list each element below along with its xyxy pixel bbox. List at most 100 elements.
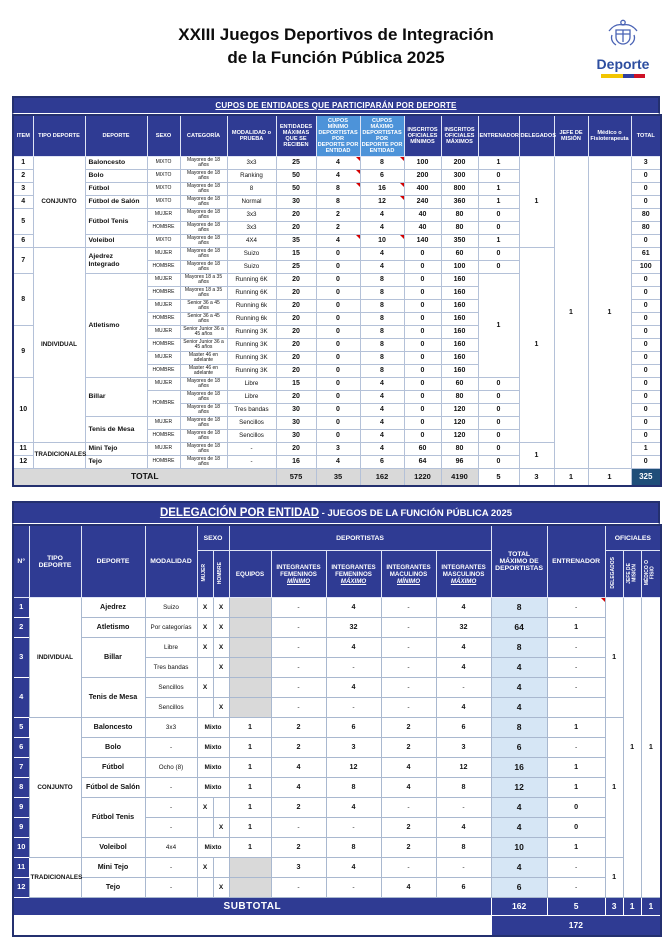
cell: 4 — [359, 442, 405, 456]
cell: - — [380, 677, 437, 698]
cell: 325 — [630, 468, 662, 487]
cell: 60 — [403, 442, 442, 456]
header-cell: MODALIDAD — [144, 524, 198, 598]
cell: X — [196, 617, 214, 638]
cell: Por categorías — [144, 617, 198, 638]
cell: 64 — [490, 617, 548, 638]
cell: 80 — [440, 442, 479, 456]
table-row: HOMBRE Senior 36 a 45 años Running 6k 20 0 8 0… — [13, 312, 662, 326]
cell: 1 — [228, 777, 272, 798]
cell: Sencillos — [144, 697, 198, 718]
cell: 15 — [275, 247, 317, 261]
cell: 4 — [315, 169, 361, 183]
cell — [228, 617, 272, 638]
cell: - — [435, 857, 492, 878]
header-row: ITEM TIPO DEPORTE DEPORTE SEXO CATEGORÍA MODA… — [12, 114, 662, 157]
cell: 1 — [518, 442, 555, 469]
cell: Mayores de 18 años — [179, 208, 228, 222]
cell: Billar — [80, 637, 146, 678]
table-row: HOMBRE Mayores de 18 años Libre 20 0 4 0 80 0 0 — [13, 390, 662, 417]
cell: X — [196, 677, 214, 698]
cell — [196, 657, 214, 678]
cell: 20 — [275, 208, 317, 222]
cell: 35 — [315, 468, 361, 487]
cell: 160 — [440, 299, 479, 313]
cell: Atletismo — [80, 617, 146, 638]
cell: MUJER — [146, 377, 181, 391]
cell: CONJUNTO — [28, 717, 82, 858]
cell: 10 — [490, 837, 548, 858]
cell: 4 — [359, 260, 405, 274]
cell: Sencillos — [144, 677, 198, 698]
colombia-flag-bar — [601, 74, 645, 78]
cell: - — [270, 637, 327, 658]
cell: 3 — [13, 637, 30, 678]
cell: 4 — [325, 797, 382, 818]
header-cell: MODALIDAD o PRUEBA — [226, 114, 277, 157]
cell: MIXTO — [146, 195, 181, 209]
cell: 4 — [359, 208, 405, 222]
cell: Running 3K — [226, 338, 277, 352]
cell: 5 — [12, 208, 34, 235]
cell: X — [196, 597, 214, 618]
cell: 0 — [315, 403, 361, 417]
cell: Running 3K — [226, 364, 277, 378]
cell: - — [226, 455, 277, 469]
cell: 0 — [477, 260, 520, 274]
page-title-line2: de la Función Pública 2025 — [227, 47, 445, 67]
cell: 8 — [359, 364, 405, 378]
cell: 1 — [228, 757, 272, 778]
cell: Mixto — [196, 717, 230, 738]
cell — [228, 597, 272, 618]
cell: 6 — [435, 877, 492, 898]
cell: 1 — [546, 777, 606, 798]
cell: 160 — [440, 351, 479, 365]
header-cell: SEXO — [196, 524, 230, 551]
cell: 20 — [275, 364, 317, 378]
cell: 8 — [359, 299, 405, 313]
table1-band-title: CUPOS DE ENTIDADES QUE PARTICIPARÁN POR … — [12, 96, 660, 114]
cell: Mixto — [196, 757, 230, 778]
cell: 16 — [359, 182, 405, 196]
cell: 30 — [275, 416, 317, 430]
cell: 8 — [315, 195, 361, 209]
cell: Mayores de 18 años — [179, 247, 228, 261]
cell: 1 — [553, 156, 589, 469]
cell: MUJER — [146, 325, 181, 339]
cell: CONJUNTO — [32, 156, 86, 248]
cell: MUJER — [146, 208, 181, 222]
cell: 12 — [12, 455, 34, 469]
header-cell: INSCRITOS OFICIALES MÁXIMOS — [440, 114, 479, 157]
page-title-line1: XXIII Juegos Deportivos de Integración — [178, 25, 494, 44]
cell: 0 — [403, 299, 442, 313]
table-row: HOMBRE Senior Junior 36 a 45 años Running … — [13, 338, 662, 352]
cell: 8 — [490, 717, 548, 738]
cell — [228, 637, 272, 658]
cell: 0 — [315, 299, 361, 313]
cell: 1 — [477, 195, 520, 209]
cell: HOMBRE — [146, 364, 181, 378]
cell: 4 — [325, 597, 382, 618]
cell: 4190 — [440, 468, 479, 487]
cell: 10 — [13, 837, 30, 858]
cell: - — [144, 777, 198, 798]
cell: X — [196, 857, 214, 878]
cell: 2 — [12, 169, 34, 183]
cell: 12 — [490, 777, 548, 798]
cell: 0 — [630, 429, 662, 443]
cell: 4 — [490, 817, 548, 838]
header-cell: ENTRENADOR — [477, 114, 520, 157]
table-row: 10 Voleibol 4x4 Mixto 1 2 8 2 8 10 1 — [13, 837, 661, 858]
cell: Mayores de 18 años — [179, 260, 228, 274]
header-cell: JEFE DE MISIÓN — [553, 114, 589, 157]
cell: Senior 36 a 45 años — [179, 299, 228, 313]
document-sheet: CUPOS DE ENTIDADES QUE PARTICIPARÁN POR … — [0, 96, 672, 937]
cell: 80 — [440, 221, 479, 235]
cell: 0 — [315, 286, 361, 300]
cell: - — [270, 657, 327, 678]
cell: Mayores de 18 años — [179, 156, 228, 170]
cell: 1 — [622, 597, 642, 898]
cell: 4 — [380, 757, 437, 778]
cell: 5 — [477, 468, 520, 487]
cell — [228, 877, 272, 898]
